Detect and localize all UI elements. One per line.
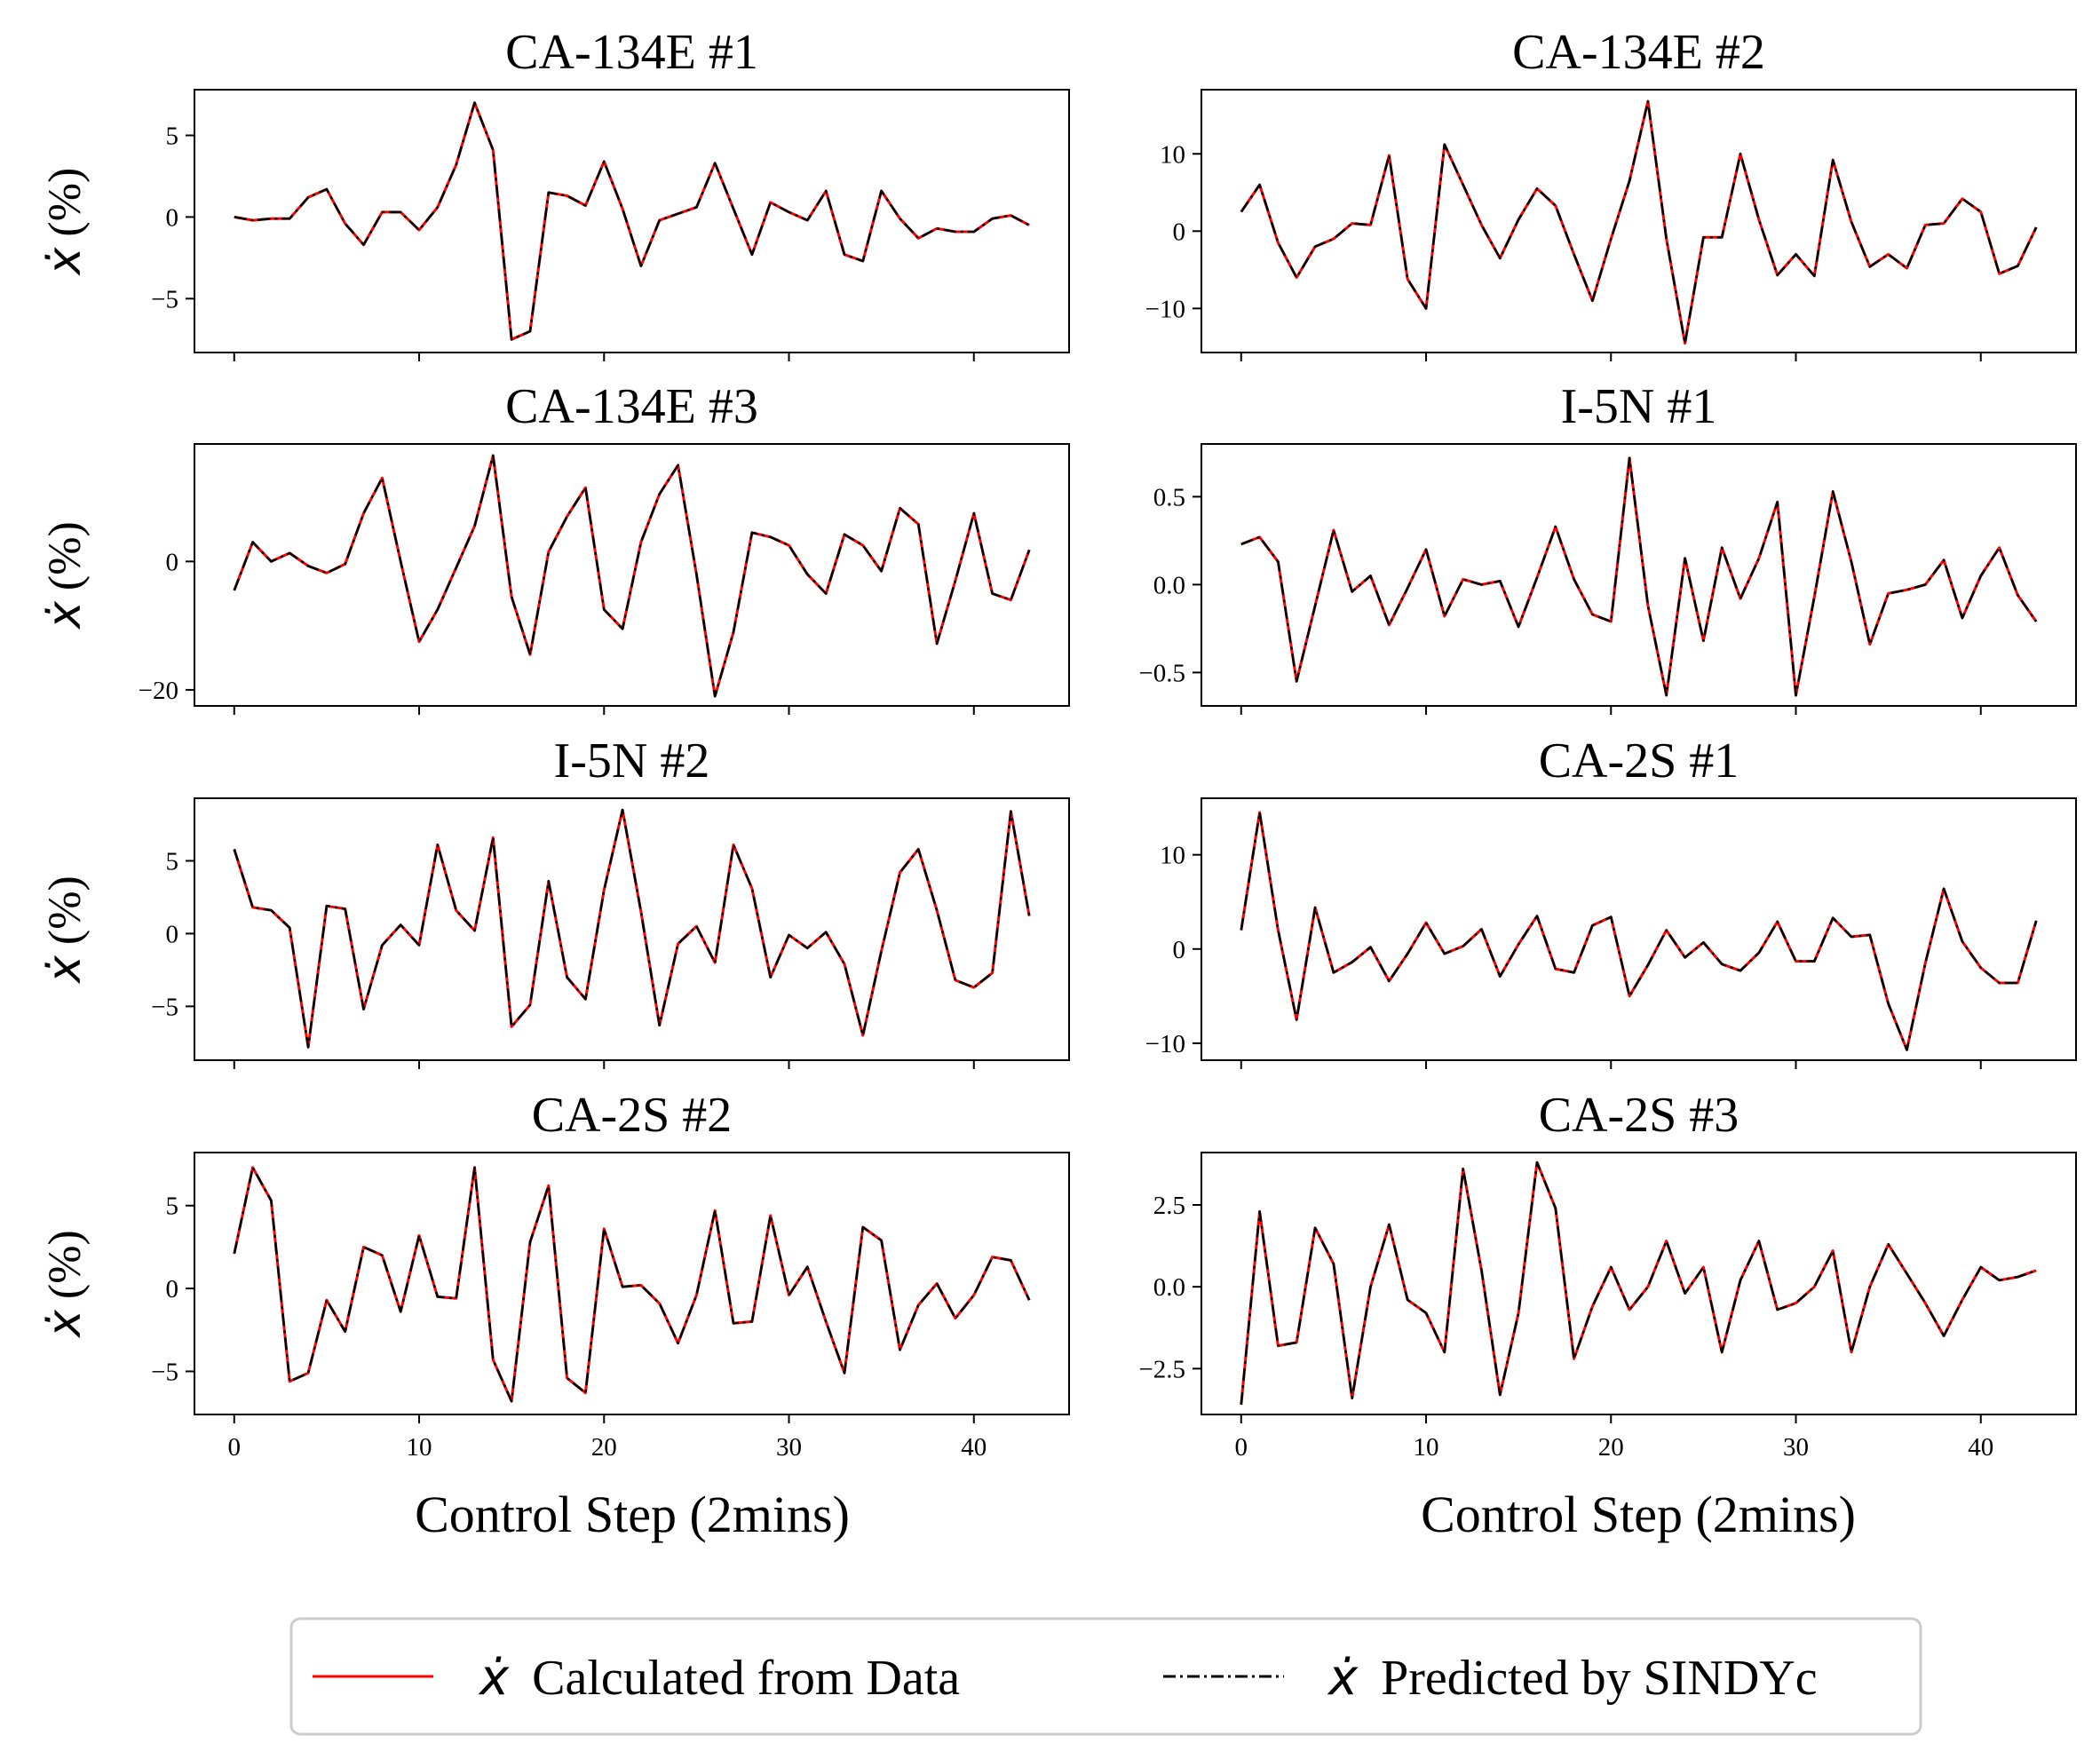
axes-frame <box>1201 797 2077 1061</box>
y-tick-label: −5 <box>151 993 178 1021</box>
axes-frame <box>194 89 1070 353</box>
legend-frame <box>289 1617 1922 1736</box>
y-axis-unit: (%) <box>40 168 91 237</box>
subplot-title: CA-134E #3 <box>505 379 758 434</box>
y-axis-symbol: ẋ <box>38 1309 91 1339</box>
subplot-6: CA-2S #1 −10 0 10 <box>1145 733 2077 1069</box>
y-axis-unit: (%) <box>40 521 91 590</box>
y-tick-label: −5 <box>151 285 178 313</box>
y-tick-label: 0 <box>166 920 179 948</box>
subplot-2: CA-134E #2 −10 0 10 <box>1145 25 2077 361</box>
subplot-title: CA-2S #2 <box>532 1088 733 1143</box>
series-predicted-line <box>233 1166 1031 1403</box>
y-axis-unit: (%) <box>40 1230 91 1299</box>
series-calculated-line <box>1240 456 2038 697</box>
y-tick-label: 5 <box>166 847 179 876</box>
x-tick-label: 20 <box>591 1433 617 1462</box>
y-tick-label: 0.5 <box>1153 483 1185 511</box>
series-predicted-line <box>233 808 1031 1049</box>
axes-frame <box>194 443 1070 707</box>
legend-data-label: ẋ Calculated from Data <box>478 1649 960 1707</box>
subplot-4: I-5N #1 −0.5 0.0 0.5 <box>1138 379 2077 715</box>
y-tick-label: 5 <box>166 1192 179 1221</box>
x-tick-label: 0 <box>228 1433 242 1462</box>
y-tick-label: −2.5 <box>1138 1355 1185 1383</box>
series-calculated-line <box>233 1166 1031 1403</box>
y-axis-label: ẋ (%) <box>38 521 91 630</box>
series-calculated-line <box>233 808 1031 1049</box>
y-axis-symbol: ẋ <box>38 955 91 985</box>
series-predicted-line <box>1240 456 2038 697</box>
x-tick-label: 40 <box>1968 1433 1993 1462</box>
y-axis-symbol: ẋ <box>38 246 91 276</box>
series-predicted-line <box>233 454 1031 698</box>
x-axis-label-left: Control Step (2mins) <box>415 1486 850 1543</box>
axes-frame <box>1201 89 2077 353</box>
x-tick-label: 20 <box>1598 1433 1624 1462</box>
y-tick-label: −10 <box>1145 295 1185 323</box>
y-tick-label: −10 <box>1145 1030 1185 1058</box>
y-tick-label: 5 <box>166 122 179 150</box>
series-calculated-line <box>1240 811 2038 1051</box>
x-tick-label: 10 <box>407 1433 432 1462</box>
subplot-title: CA-2S #3 <box>1539 1088 1739 1143</box>
axes-frame <box>194 1152 1070 1415</box>
y-axis-unit: (%) <box>40 876 91 945</box>
legend: ẋ Calculated from Data ẋ Predicted by SI… <box>289 1617 1922 1736</box>
x-tick-label: 0 <box>1235 1433 1248 1462</box>
x-tick-label: 40 <box>961 1433 987 1462</box>
subplot-1: CA-134E #1 −5 0 5 ẋ (%) <box>38 25 1070 361</box>
x-axis-label-right: Control Step (2mins) <box>1421 1486 1856 1543</box>
subplot-title: CA-2S #1 <box>1539 733 1739 788</box>
y-tick-label: 0 <box>1173 936 1186 964</box>
y-tick-label: 0 <box>1173 218 1186 246</box>
series-predicted-line <box>1240 1161 2037 1406</box>
axes-frame <box>1201 443 2077 707</box>
y-tick-label: −20 <box>139 677 178 705</box>
legend-prediction-symbol: ẋ <box>1327 1649 1359 1707</box>
series-predicted-line <box>1240 811 2038 1051</box>
y-tick-label: 0 <box>166 1275 179 1303</box>
y-tick-label: 0 <box>166 203 179 232</box>
y-tick-label: −0.5 <box>1138 659 1185 687</box>
y-axis-symbol: ẋ <box>38 600 91 630</box>
series-predicted-line <box>1240 99 2038 345</box>
axes-frame <box>1201 1152 2077 1415</box>
y-tick-label: 0.0 <box>1153 571 1185 599</box>
y-tick-label: 10 <box>1160 140 1185 169</box>
y-tick-label: 10 <box>1160 842 1185 870</box>
y-tick-label: −5 <box>151 1358 178 1386</box>
y-axis-label: ẋ (%) <box>38 1230 91 1339</box>
x-tick-label: 30 <box>776 1433 802 1462</box>
x-tick-label: 30 <box>1783 1433 1809 1462</box>
subplot-title: CA-134E #1 <box>505 25 758 80</box>
y-tick-label: 0 <box>166 548 179 576</box>
axes-frame <box>194 797 1070 1061</box>
legend-prediction-label: ẋ Predicted by SINDYc <box>1327 1649 1818 1707</box>
legend-data-symbol: ẋ <box>478 1649 510 1707</box>
subplot-8: CA-2S #3 −2.5 0.0 2.5 0 10 20 30 40 <box>1138 1088 2077 1462</box>
series-calculated-line <box>234 101 1030 341</box>
x-tick-label: 10 <box>1414 1433 1439 1462</box>
subplot-title: I-5N #2 <box>554 733 710 788</box>
y-axis-label: ẋ (%) <box>38 876 91 985</box>
series-calculated-line <box>233 454 1031 698</box>
subplot-3: CA-134E #3 −20 0 ẋ (%) <box>38 379 1070 715</box>
subplot-title: I-5N #1 <box>1561 379 1717 434</box>
series-predicted-line <box>234 101 1030 341</box>
legend-prediction-text: Predicted by SINDYc <box>1381 1651 1817 1706</box>
legend-data-text: Calculated from Data <box>532 1651 960 1706</box>
y-tick-label: 0.0 <box>1153 1273 1185 1302</box>
subplot-5: I-5N #2 −5 0 5 ẋ (%) <box>38 733 1070 1069</box>
y-tick-label: 2.5 <box>1153 1192 1185 1220</box>
subplot-title: CA-134E #2 <box>1512 25 1765 80</box>
y-axis-label: ẋ (%) <box>38 168 91 277</box>
series-calculated-line <box>1240 1161 2037 1406</box>
subplot-7: CA-2S #2 −5 0 5 0 10 20 30 40 ẋ (%) <box>38 1088 1070 1462</box>
